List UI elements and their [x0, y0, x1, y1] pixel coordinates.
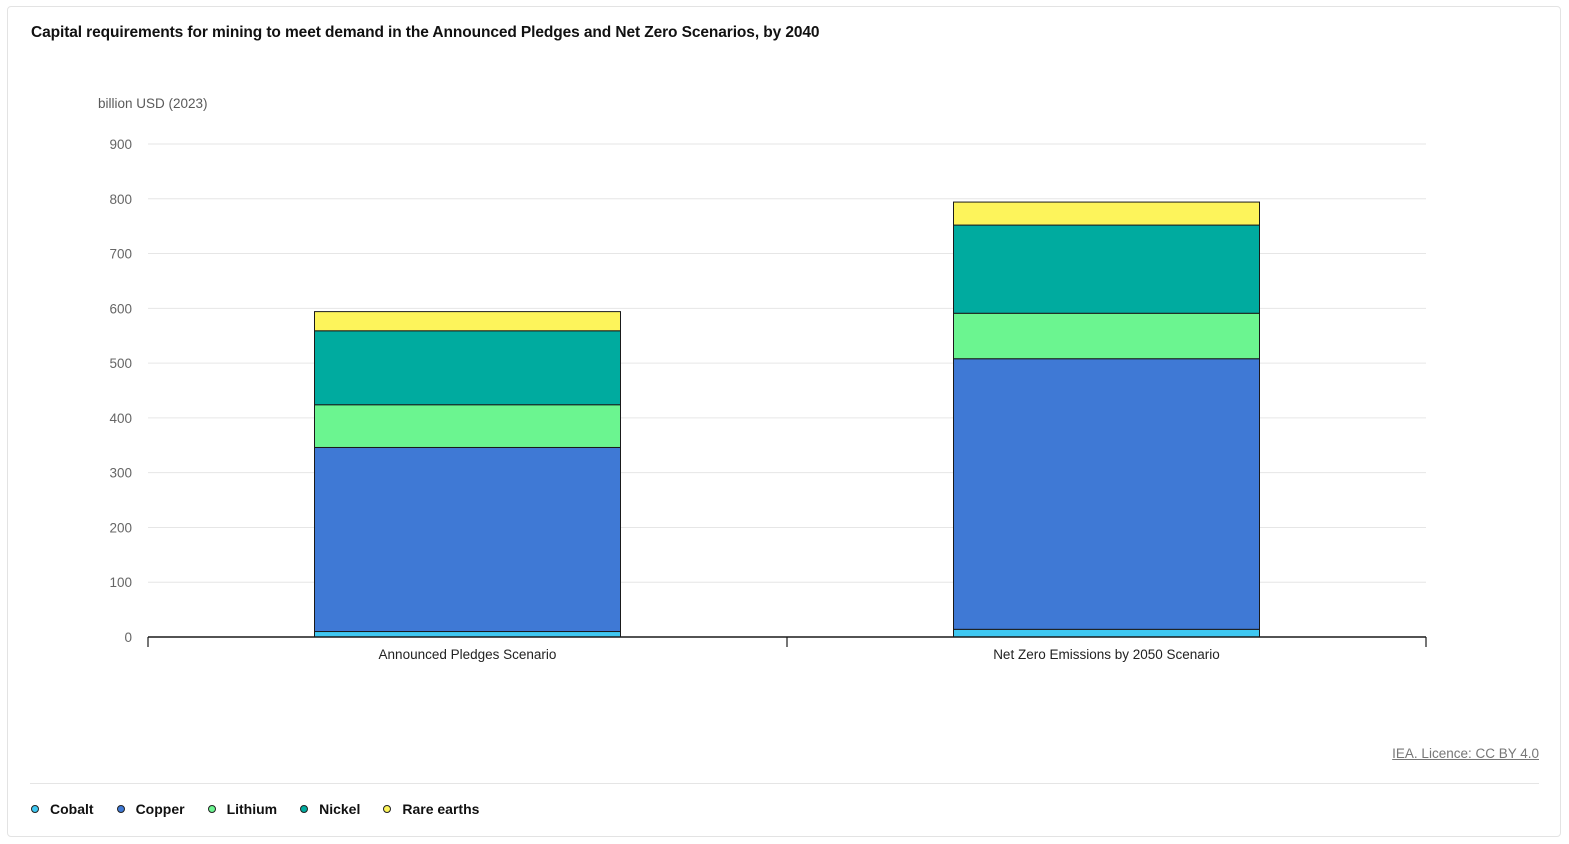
y-tick-label: 300	[109, 466, 132, 481]
y-tick-label: 800	[109, 192, 132, 207]
bar-segment-rare-earths[interactable]	[953, 201, 1260, 226]
y-tick-label: 500	[109, 356, 132, 371]
y-tick-label: 900	[109, 137, 132, 152]
legend-item-lithium[interactable]: Lithium	[207, 801, 278, 817]
legend-label: Rare earths	[402, 801, 480, 817]
legend-swatch	[300, 805, 309, 813]
legend-item-nickel[interactable]: Nickel	[300, 801, 360, 817]
x-tick-label: Announced Pledges Scenario	[379, 647, 557, 662]
bar-segment-nickel[interactable]	[314, 330, 621, 406]
bar-segment-copper[interactable]	[314, 446, 621, 633]
legend-label: Cobalt	[50, 801, 94, 817]
legend-divider	[30, 783, 1539, 784]
legend: Cobalt Copper Lithium Nickel Rare earths	[31, 801, 502, 817]
bar-segment-rare-earths[interactable]	[314, 311, 621, 332]
legend-item-copper[interactable]: Copper	[116, 801, 185, 817]
legend-label: Copper	[135, 801, 185, 817]
legend-swatch	[383, 805, 392, 813]
legend-swatch	[116, 805, 125, 813]
chart-plot: 0 100 200 300 400 500 600 700 800 900 Announced Pl…	[109, 137, 1427, 662]
bar-segment-cobalt[interactable]	[953, 628, 1260, 638]
y-axis-unit-label: billion USD (2023)	[98, 96, 208, 111]
y-tick-label: 200	[109, 520, 132, 535]
y-tick-label: 400	[109, 411, 132, 426]
bar-segment-lithium[interactable]	[953, 312, 1260, 360]
y-tick-label: 0	[124, 630, 132, 645]
y-tick-label: 700	[109, 247, 132, 262]
licence-link[interactable]: IEA. Licence: CC BY 4.0	[1392, 746, 1539, 761]
bar-segment-nickel[interactable]	[953, 224, 1260, 314]
bar-segment-cobalt[interactable]	[314, 631, 621, 638]
legend-item-cobalt[interactable]: Cobalt	[31, 801, 94, 817]
y-tick-label: 100	[109, 575, 132, 590]
x-tick-label: Net Zero Emissions by 2050 Scenario	[993, 647, 1220, 662]
legend-swatch	[207, 805, 216, 813]
legend-label: Lithium	[226, 801, 278, 817]
legend-item-rare-earths[interactable]: Rare earths	[383, 801, 479, 817]
bar-segment-lithium[interactable]	[314, 404, 621, 448]
legend-label: Nickel	[319, 801, 361, 817]
y-tick-label: 600	[109, 301, 132, 316]
legend-swatch	[31, 805, 39, 813]
chart-title: Capital requirements for mining to meet …	[31, 24, 820, 41]
bar-segment-copper[interactable]	[953, 358, 1260, 630]
